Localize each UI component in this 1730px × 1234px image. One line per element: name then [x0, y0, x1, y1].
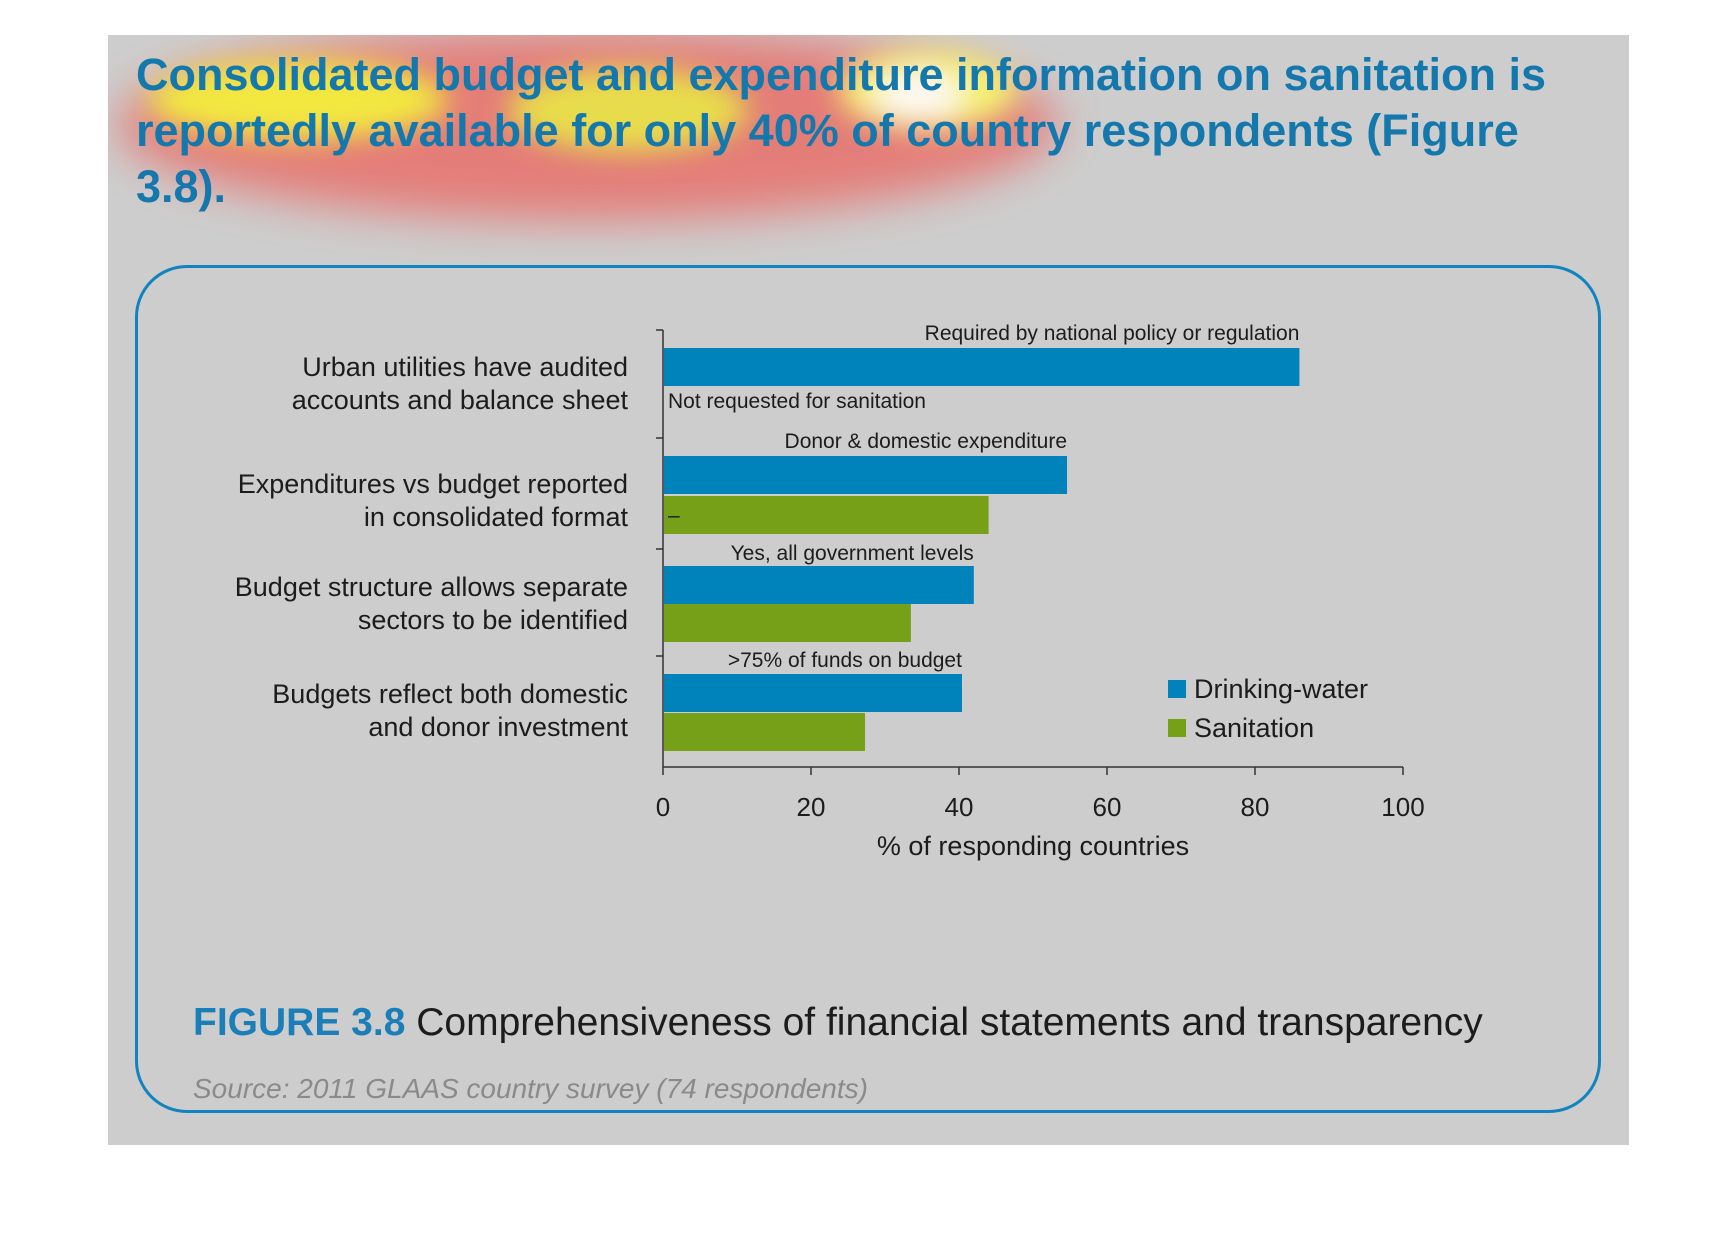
- category-label: Expenditures vs budget reported: [238, 469, 628, 499]
- bar-drinking-water: [664, 674, 962, 712]
- x-tick-label: 0: [656, 792, 670, 822]
- bar-annotation: Yes, all government levels: [731, 542, 974, 565]
- figure-caption: FIGURE 3.8 Comprehensiveness of financia…: [193, 1001, 1483, 1045]
- x-tick-label: 60: [1093, 792, 1122, 822]
- slide: Consolidated budget and expenditure info…: [108, 35, 1629, 1145]
- bar-annotation: Donor & domestic expenditure: [785, 430, 1068, 453]
- bar-chart: 0 20 40 60 80 100 % of responding countries Req…: [235, 322, 1425, 861]
- category-label: Budget structure allows separate: [235, 572, 628, 602]
- bar-drinking-water: [664, 566, 974, 604]
- category-label: Urban utilities have audited: [302, 352, 628, 382]
- category-label: and donor investment: [368, 712, 628, 742]
- bar-annotation: Required by national policy or regulatio…: [925, 322, 1300, 345]
- sanitation-note: Not requested for sanitation: [668, 390, 926, 413]
- x-tick-label: 20: [797, 792, 826, 822]
- category-label: sectors to be identified: [358, 605, 628, 635]
- bar-sanitation: [664, 604, 911, 642]
- x-axis-title: % of responding countries: [877, 831, 1189, 861]
- figure-number: FIGURE 3.8: [193, 1001, 406, 1044]
- x-tick-label: 100: [1381, 792, 1424, 822]
- bar-sanitation: [664, 496, 989, 534]
- legend-label: Sanitation: [1194, 713, 1314, 743]
- bar-drinking-water: [664, 456, 1068, 494]
- sanitation-note: –: [668, 504, 680, 527]
- figure-panel: 0 20 40 60 80 100 % of responding countries Req…: [135, 265, 1601, 1113]
- figure-source: Source: 2011 GLAAS country survey (74 re…: [193, 1073, 868, 1104]
- legend-swatch-sanitation: [1168, 719, 1186, 737]
- figure-caption-text: Comprehensiveness of financial statement…: [416, 1001, 1483, 1044]
- legend-label: Drinking-water: [1194, 674, 1368, 704]
- category-label: accounts and balance sheet: [292, 385, 629, 415]
- x-tick-label: 80: [1241, 792, 1270, 822]
- bar-drinking-water: [664, 348, 1300, 386]
- category-label: in consolidated format: [364, 502, 629, 532]
- bar-sanitation: [664, 713, 866, 751]
- x-tick-label: 40: [945, 792, 974, 822]
- headline: Consolidated budget and expenditure info…: [136, 49, 1547, 212]
- bar-annotation: >75% of funds on budget: [728, 649, 962, 672]
- category-label: Budgets reflect both domestic: [272, 679, 628, 709]
- legend-swatch-drinking-water: [1168, 680, 1186, 698]
